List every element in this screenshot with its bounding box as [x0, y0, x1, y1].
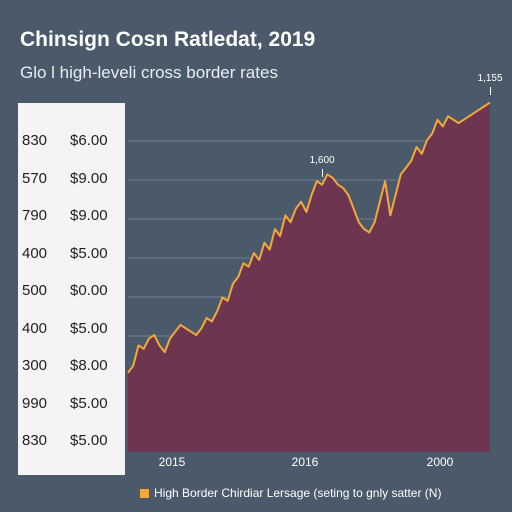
y-tick-label-right: $5.00 — [70, 432, 108, 449]
y-tick-label-left: 790 — [22, 207, 48, 224]
y-tick-label-left: 570 — [22, 169, 48, 187]
y-tick-label-right: $0.00 — [70, 282, 108, 299]
y-tick-label-right: $5.00 — [70, 319, 108, 337]
series-area — [128, 102, 490, 452]
y-tick-label-left: 300 — [22, 357, 48, 374]
y-axis-panel — [18, 103, 125, 475]
annotation-label: 1,600 — [309, 154, 335, 166]
y-tick-label-right: $9.00 — [70, 207, 108, 224]
legend-swatch — [140, 488, 149, 498]
chart-title: Chinsign Cosn Ratledat, 2019 — [20, 28, 316, 51]
area-chart-svg — [127, 101, 491, 452]
y-tick-label-left: 830 — [22, 432, 48, 449]
y-tick-label-right: $5.00 — [70, 394, 108, 412]
y-tick-label-left: 500 — [22, 282, 48, 299]
y-tick-label-right: $8.00 — [70, 357, 108, 374]
annotation-tick — [322, 168, 324, 177]
annotation-tick — [490, 86, 491, 95]
y-tick-label-right: $5.00 — [70, 244, 108, 262]
x-tick-label: 2000 — [426, 455, 454, 469]
x-tick-label: 2015 — [158, 455, 186, 469]
y-tick-label-left: 400 — [22, 319, 48, 337]
y-tick-label-right: $6.00 — [70, 132, 108, 149]
y-tick-label-right: $9.00 — [70, 169, 108, 187]
y-tick-label-left: 400 — [22, 244, 48, 262]
legend-label: High Border Chirdiar Lersage (seting to … — [154, 486, 442, 500]
annotation-label: 1,155 — [477, 72, 503, 84]
x-tick-label: 2016 — [291, 455, 319, 469]
plot-area — [127, 100, 491, 452]
y-tick-label-left: 990 — [22, 394, 48, 412]
chart-subtitle: Glo l high-leveli cross border rates — [20, 63, 278, 82]
series-line — [127, 101, 491, 374]
legend: High Border Chirdiar Lersage (seting to … — [140, 486, 441, 500]
y-tick-label-left: 830 — [22, 132, 48, 149]
